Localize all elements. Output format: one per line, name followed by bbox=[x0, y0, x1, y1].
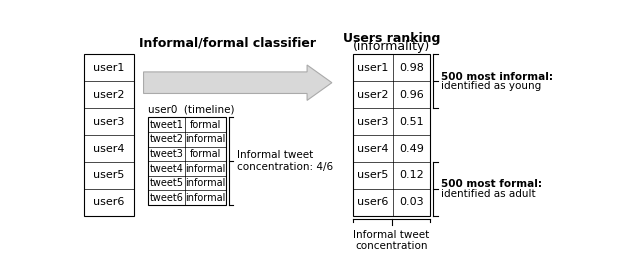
Text: user3: user3 bbox=[93, 117, 125, 126]
FancyArrow shape bbox=[143, 65, 332, 100]
Text: tweet2: tweet2 bbox=[150, 134, 184, 144]
Text: Informal tweet
concentration: Informal tweet concentration bbox=[353, 230, 429, 251]
Text: (informality): (informality) bbox=[353, 40, 430, 53]
Text: Informal/formal classifier: Informal/formal classifier bbox=[139, 37, 316, 50]
Text: 0.12: 0.12 bbox=[399, 171, 424, 181]
Text: user0  (timeline): user0 (timeline) bbox=[148, 105, 235, 115]
Text: formal: formal bbox=[190, 120, 221, 130]
Text: tweet1: tweet1 bbox=[150, 120, 184, 130]
Text: user2: user2 bbox=[93, 90, 125, 100]
Text: user6: user6 bbox=[93, 197, 125, 208]
Text: 0.03: 0.03 bbox=[399, 197, 424, 208]
Text: tweet5: tweet5 bbox=[150, 178, 184, 188]
Text: user5: user5 bbox=[357, 171, 388, 181]
Text: 500 most informal:: 500 most informal: bbox=[441, 72, 553, 82]
FancyBboxPatch shape bbox=[353, 54, 430, 216]
Text: user2: user2 bbox=[357, 90, 388, 100]
Text: tweet4: tweet4 bbox=[150, 163, 184, 174]
Text: informal: informal bbox=[186, 163, 226, 174]
Text: user5: user5 bbox=[93, 171, 125, 181]
Text: tweet3: tweet3 bbox=[150, 149, 184, 159]
Text: 0.96: 0.96 bbox=[399, 90, 424, 100]
FancyBboxPatch shape bbox=[84, 54, 134, 216]
Text: informal: informal bbox=[186, 193, 226, 203]
Text: Users ranking: Users ranking bbox=[343, 32, 440, 45]
Text: 500 most formal:: 500 most formal: bbox=[441, 179, 542, 189]
Text: Informal tweet
concentration: 4/6: Informal tweet concentration: 4/6 bbox=[237, 150, 333, 172]
Text: user1: user1 bbox=[93, 63, 125, 73]
Text: informal: informal bbox=[186, 134, 226, 144]
FancyBboxPatch shape bbox=[148, 117, 226, 205]
Text: user3: user3 bbox=[357, 117, 388, 126]
Text: formal: formal bbox=[190, 149, 221, 159]
Text: user6: user6 bbox=[357, 197, 388, 208]
Text: user1: user1 bbox=[357, 63, 388, 73]
Text: user4: user4 bbox=[93, 144, 125, 153]
Text: 0.51: 0.51 bbox=[399, 117, 424, 126]
Text: tweet6: tweet6 bbox=[150, 193, 184, 203]
Text: 0.49: 0.49 bbox=[399, 144, 424, 153]
Text: identified as young: identified as young bbox=[441, 81, 541, 91]
Text: 0.98: 0.98 bbox=[399, 63, 424, 73]
Text: identified as adult: identified as adult bbox=[441, 188, 536, 199]
Text: user4: user4 bbox=[357, 144, 388, 153]
Text: informal: informal bbox=[186, 178, 226, 188]
